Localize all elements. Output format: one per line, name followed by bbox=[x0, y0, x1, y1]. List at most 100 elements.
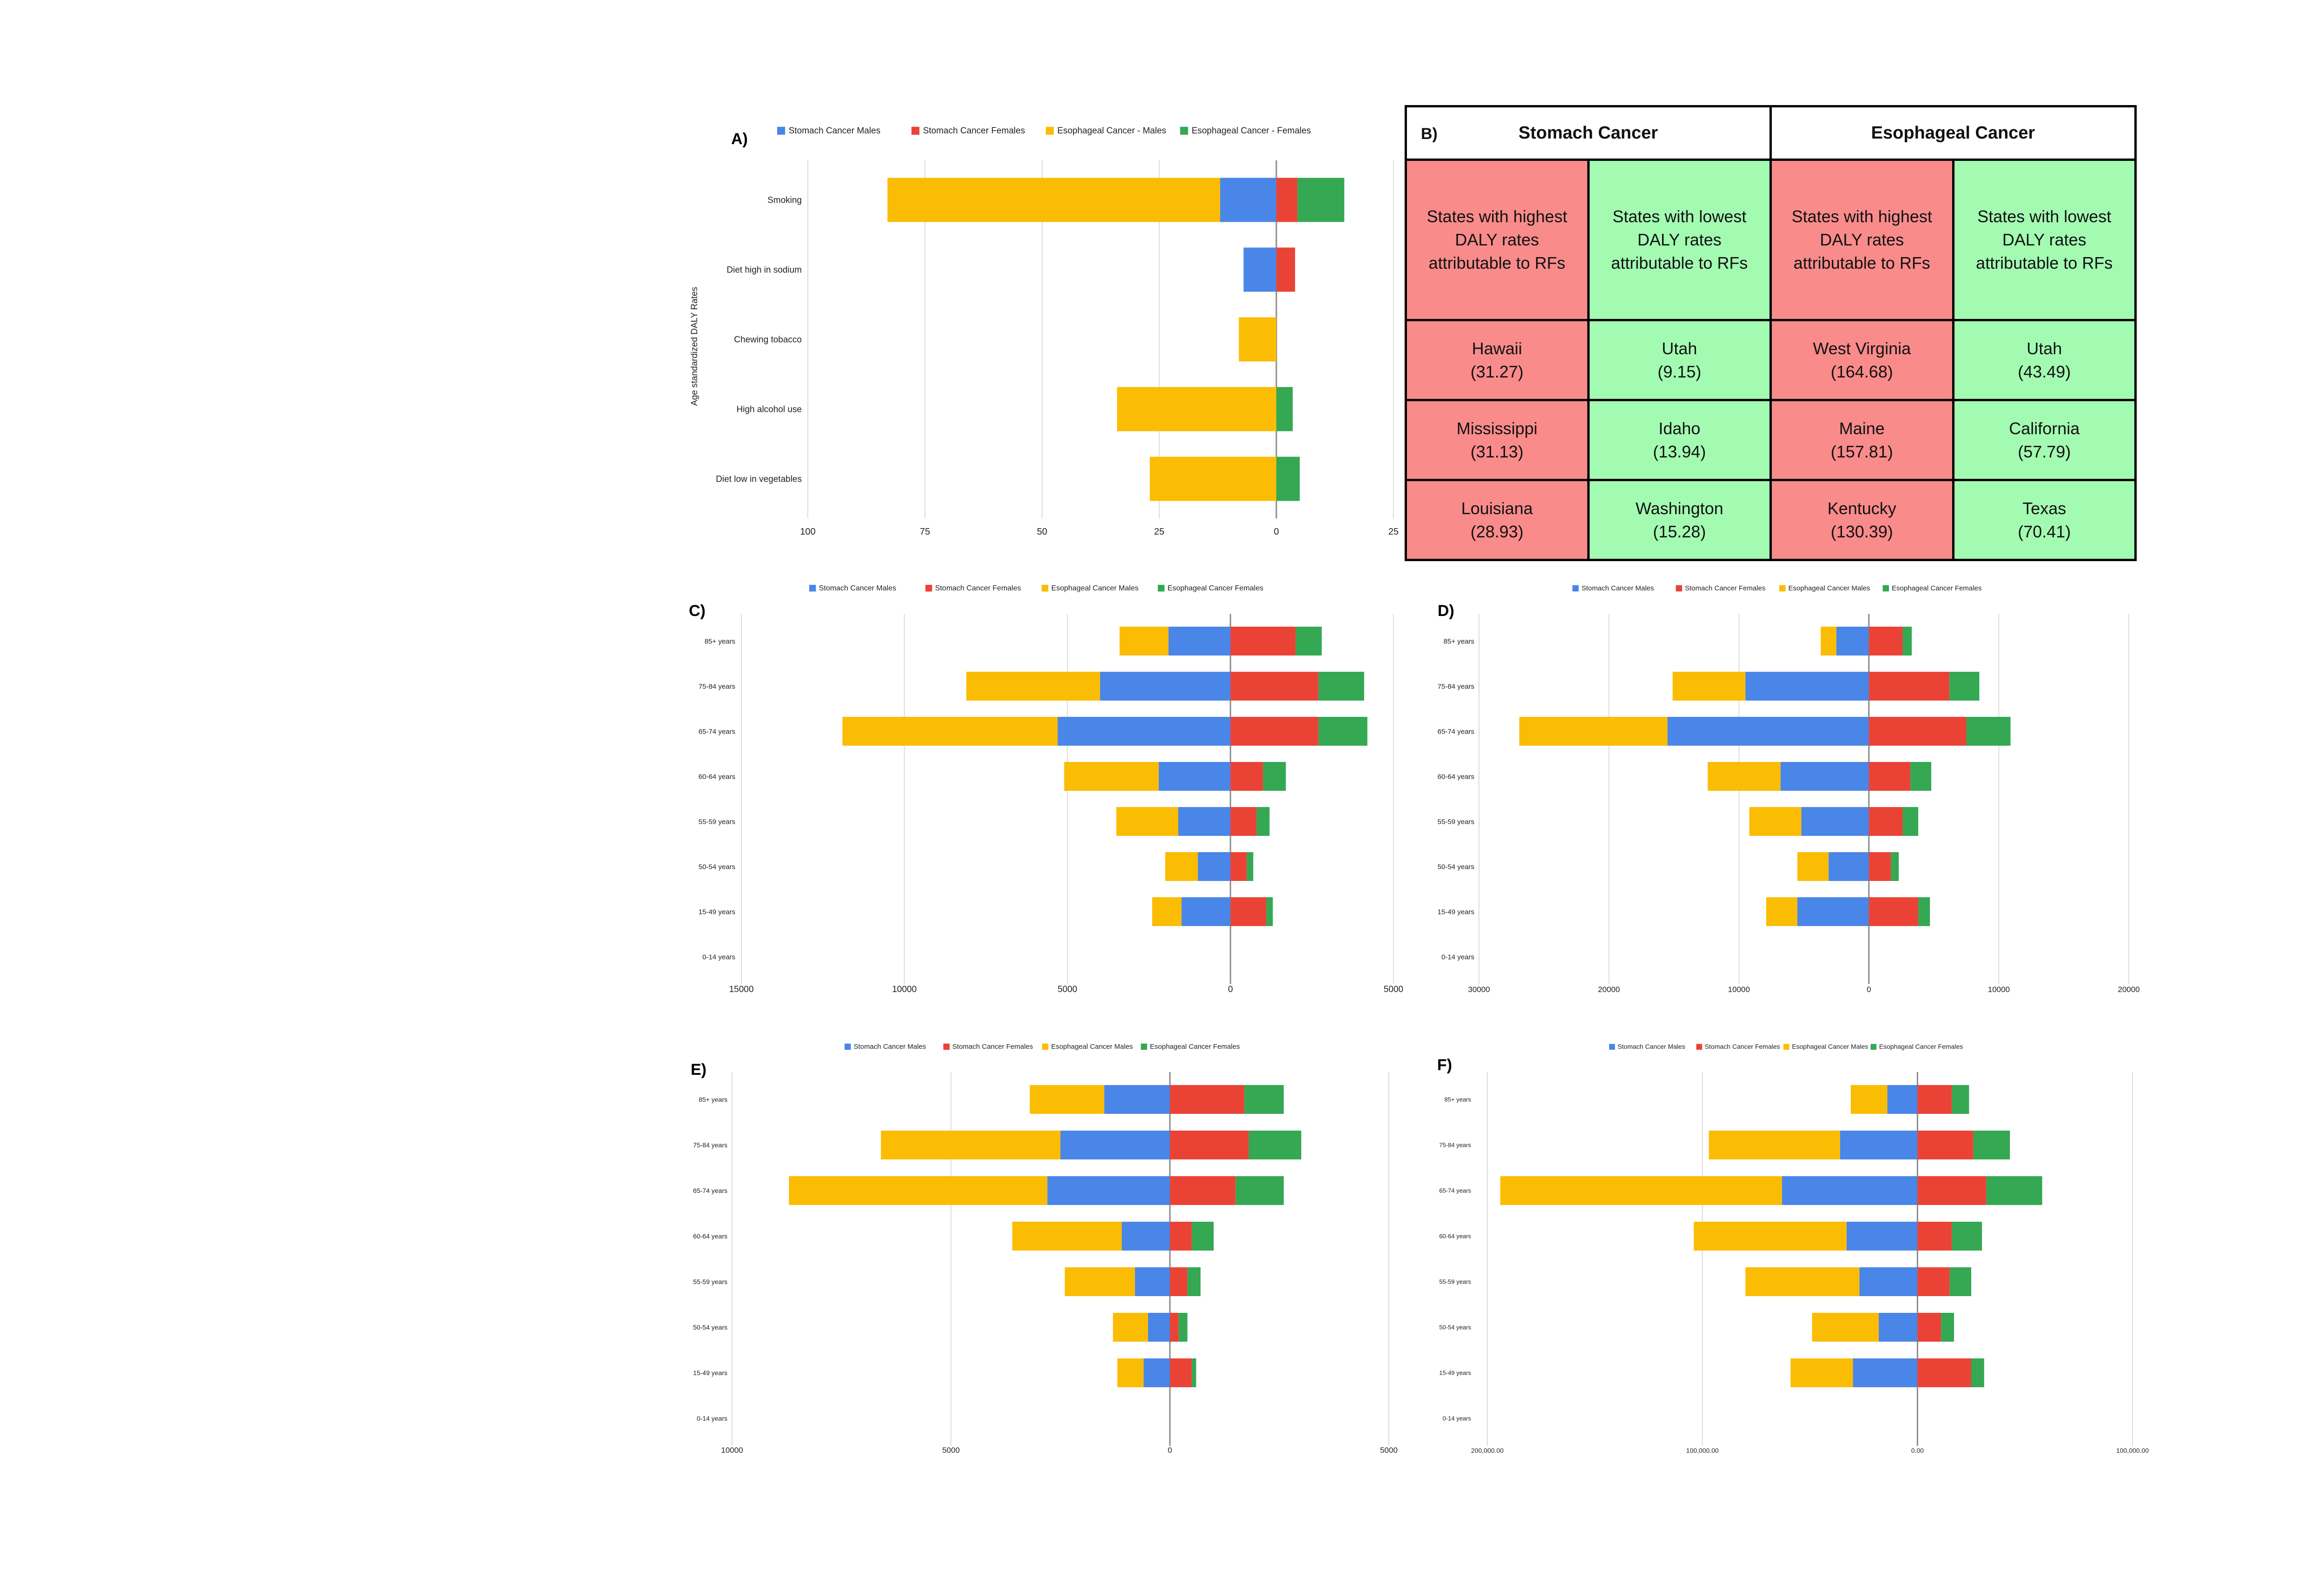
bar-stomach-males bbox=[1158, 762, 1231, 791]
bar-esophageal-males bbox=[1152, 897, 1182, 926]
bar-stomach-females bbox=[1230, 852, 1247, 881]
legend-label: Stomach Cancer Males bbox=[1582, 584, 1654, 592]
legend-swatch bbox=[1870, 1044, 1877, 1050]
bar-stomach-males bbox=[1801, 807, 1869, 836]
bar-esophageal-females bbox=[1263, 762, 1286, 791]
x-tick-label: 15000 bbox=[729, 985, 754, 994]
legend-label: Stomach Cancer Males bbox=[854, 1043, 926, 1051]
category-label: 60-64 years bbox=[699, 773, 735, 781]
x-tick-label: 10000 bbox=[721, 1446, 743, 1455]
bar-stomach-males bbox=[1780, 762, 1869, 791]
bar-esophageal-females bbox=[1266, 897, 1273, 926]
bar-stomach-males bbox=[1060, 1131, 1170, 1159]
x-tick-label: 5000 bbox=[1380, 1446, 1398, 1455]
x-tick-label: 30000 bbox=[1468, 985, 1490, 994]
table-row: Louisiana (28.93) Washington (15.28) Kentu… bbox=[1405, 479, 2137, 561]
bar-stomach-females bbox=[1230, 672, 1319, 701]
bar-stomach-males bbox=[1667, 717, 1869, 746]
x-tick-label: 0 bbox=[1168, 1446, 1172, 1455]
bar-esophageal-males bbox=[1672, 672, 1746, 701]
category-label: Chewing tobacco bbox=[734, 335, 802, 345]
bar-stomach-females bbox=[1917, 1313, 1941, 1342]
bar-stomach-males bbox=[1846, 1222, 1918, 1251]
bar-stomach-males bbox=[1104, 1085, 1170, 1114]
esophageal-highest-desc: States with highest DALY rates attributa… bbox=[1769, 159, 1954, 321]
category-label: 60-64 years bbox=[693, 1232, 727, 1240]
category-label: 55-59 years bbox=[699, 818, 735, 826]
x-tick-label: 50 bbox=[1037, 527, 1047, 537]
bar-stomach-females bbox=[1917, 1222, 1952, 1251]
bar-stomach-males bbox=[1143, 1358, 1170, 1387]
x-tick-label: 20000 bbox=[1598, 985, 1620, 994]
stomach-lowest-desc: States with lowest DALY rates attributab… bbox=[1587, 159, 1772, 321]
chart-panel-d: 30000 20000 10000 0 10000 20000 85+ years 75-84… bbox=[1438, 584, 2140, 994]
legend-swatch bbox=[1158, 585, 1165, 592]
bar-esophageal-males bbox=[1708, 762, 1781, 791]
bar-stomach-males bbox=[1243, 247, 1276, 292]
legend-label: Esophageal Cancer Females bbox=[1168, 584, 1263, 592]
bar-esophageal-males bbox=[1812, 1313, 1879, 1342]
legend-label: Stomach Cancer Females bbox=[923, 126, 1025, 136]
legend-swatch bbox=[845, 1043, 851, 1050]
bar-esophageal-males bbox=[1119, 627, 1169, 655]
bar-esophageal-males bbox=[1030, 1085, 1104, 1114]
category-label: 75-84 years bbox=[699, 682, 735, 690]
legend-swatch bbox=[809, 585, 816, 592]
bar-stomach-females bbox=[1868, 627, 1903, 655]
category-label: 75-84 years bbox=[1438, 682, 1474, 690]
table-cell: Washington (15.28) bbox=[1587, 479, 1772, 561]
legend-label: Esophageal Cancer Males bbox=[1051, 1043, 1133, 1051]
bar-esophageal-females bbox=[1297, 178, 1345, 222]
category-label: 65-74 years bbox=[1439, 1187, 1471, 1194]
category-label: 65-74 years bbox=[1438, 728, 1474, 735]
table-cell: California (57.79) bbox=[1952, 399, 2137, 481]
table-cell: Utah (43.49) bbox=[1952, 319, 2137, 401]
legend-swatch bbox=[1042, 585, 1049, 592]
bar-stomach-males bbox=[1148, 1313, 1170, 1342]
category-label: 50-54 years bbox=[1439, 1324, 1471, 1331]
legend-swatch bbox=[1779, 585, 1786, 592]
category-label: Smoking bbox=[767, 196, 802, 205]
legend-label: Stomach Cancer Females bbox=[952, 1043, 1033, 1051]
bar-stomach-males bbox=[1182, 897, 1231, 926]
category-label: 55-59 years bbox=[1438, 818, 1474, 826]
bar-stomach-females bbox=[1276, 247, 1295, 292]
bar-esophageal-females bbox=[1244, 1085, 1284, 1114]
panel-letter: E) bbox=[691, 1061, 706, 1079]
esophageal-cancer-header: Esophageal Cancer bbox=[1769, 105, 2137, 161]
bar-esophageal-females bbox=[1910, 762, 1932, 791]
stomach-cancer-header: B) Stomach Cancer bbox=[1405, 105, 1772, 161]
bar-esophageal-males bbox=[1113, 1313, 1148, 1342]
category-label: 15-49 years bbox=[699, 908, 735, 916]
bar-esophageal-males bbox=[1694, 1222, 1847, 1251]
category-label: 60-64 years bbox=[1439, 1233, 1471, 1240]
legend-label: Esophageal Cancer Males bbox=[1051, 584, 1139, 592]
bar-esophageal-males bbox=[881, 1131, 1061, 1159]
table-cell: West Virginia (164.68) bbox=[1769, 319, 1954, 401]
bar-esophageal-females bbox=[1971, 1358, 1984, 1387]
x-tick-label: 75 bbox=[920, 527, 930, 537]
bar-esophageal-males bbox=[966, 672, 1100, 701]
panel-letter: A) bbox=[731, 130, 748, 148]
bar-esophageal-males bbox=[1064, 762, 1159, 791]
bar-stomach-males bbox=[1047, 1176, 1170, 1205]
table-cell: Texas (70.41) bbox=[1952, 479, 2137, 561]
bar-stomach-females bbox=[1868, 672, 1950, 701]
bar-esophageal-females bbox=[1256, 807, 1270, 836]
category-label: 50-54 years bbox=[693, 1324, 727, 1331]
legend-label: Stomach Cancer Males bbox=[819, 584, 896, 592]
bar-stomach-females bbox=[1917, 1085, 1952, 1114]
category-label: 85+ years bbox=[699, 1096, 727, 1103]
bar-stomach-males bbox=[1853, 1358, 1918, 1387]
legend-label: Esophageal Cancer - Males bbox=[1057, 126, 1166, 136]
table-panel-b: B) Stomach Cancer Esophageal Cancer Stat… bbox=[1405, 105, 2137, 561]
bar-stomach-females bbox=[1276, 178, 1298, 222]
legend-swatch bbox=[925, 585, 932, 592]
category-label: 0-14 years bbox=[1441, 953, 1474, 961]
legend-swatch bbox=[1609, 1044, 1615, 1050]
bar-esophageal-males bbox=[1149, 457, 1276, 501]
bar-stomach-males bbox=[1859, 1267, 1918, 1296]
bar-stomach-females bbox=[1230, 762, 1263, 791]
bar-esophageal-males bbox=[1797, 852, 1829, 881]
x-tick-label: 100 bbox=[800, 527, 815, 537]
